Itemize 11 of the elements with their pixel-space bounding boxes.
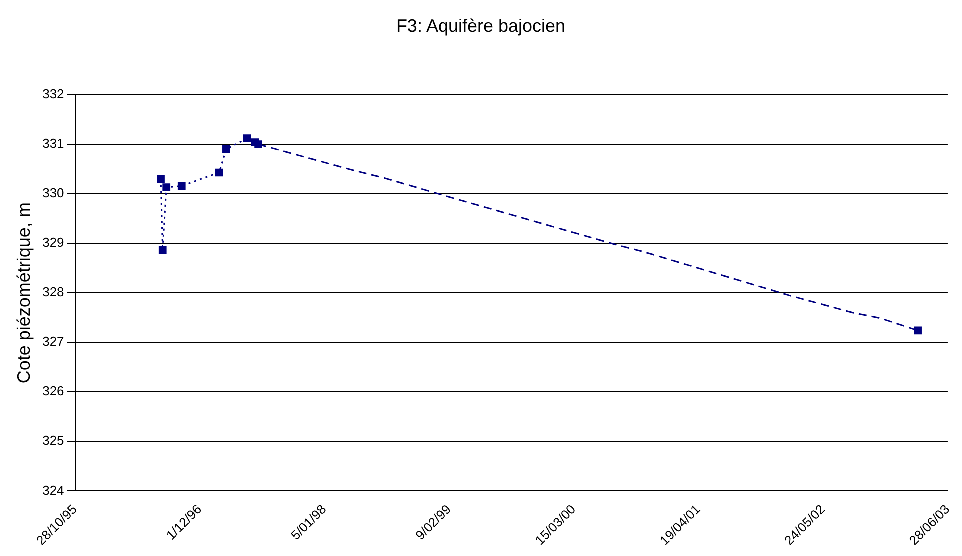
y-tick-label: 329 [42,235,64,250]
y-tick-label: 327 [42,334,64,350]
y-tick-label: 325 [42,433,64,448]
y-tick-label: 330 [42,186,64,201]
y-axis-title: Cote piézométrique, m [14,202,34,384]
y-tick-label: 328 [42,284,64,300]
y-tick-label: 324 [42,482,64,498]
chart-title: F3: Aquifère bajocien [395,16,567,37]
y-tick-label: 326 [42,384,64,399]
y-tick-label: 331 [42,136,64,152]
y-tick-label: 332 [42,86,64,102]
